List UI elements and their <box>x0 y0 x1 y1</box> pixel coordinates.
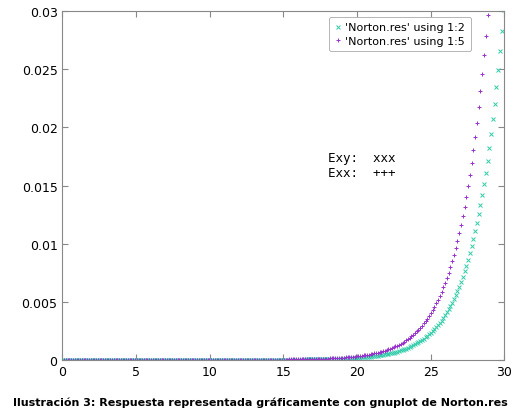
'Norton.res' using 1:5 <box>242 357 248 362</box>
Text: Ilustración 3: Respuesta representada gráficamente con gnuplot de Norton.res: Ilustración 3: Respuesta representada gr… <box>12 396 508 407</box>
'Norton.res' using 1:2 <box>59 357 66 362</box>
'Norton.res' using 1:5 <box>364 353 370 357</box>
Legend: 'Norton.res' using 1:2, 'Norton.res' using 1:5: 'Norton.res' using 1:2, 'Norton.res' usi… <box>329 18 471 52</box>
'Norton.res' using 1:2 <box>132 357 138 362</box>
'Norton.res' using 1:2 <box>364 355 370 360</box>
'Norton.res' using 1:5 <box>59 357 66 362</box>
'Norton.res' using 1:2 <box>315 357 321 362</box>
Text: Exy:  xxx
Exx:  +++: Exy: xxx Exx: +++ <box>328 151 395 179</box>
'Norton.res' using 1:5 <box>237 357 243 362</box>
Line: 'Norton.res' using 1:5: 'Norton.res' using 1:5 <box>60 0 506 362</box>
'Norton.res' using 1:5 <box>483 34 489 39</box>
'Norton.res' using 1:5 <box>132 357 138 362</box>
'Norton.res' using 1:5 <box>315 357 321 362</box>
'Norton.res' using 1:2 <box>483 171 489 175</box>
Line: 'Norton.res' using 1:2: 'Norton.res' using 1:2 <box>60 9 506 362</box>
'Norton.res' using 1:2 <box>242 357 248 362</box>
'Norton.res' using 1:2 <box>500 9 506 13</box>
'Norton.res' using 1:2 <box>237 357 243 362</box>
